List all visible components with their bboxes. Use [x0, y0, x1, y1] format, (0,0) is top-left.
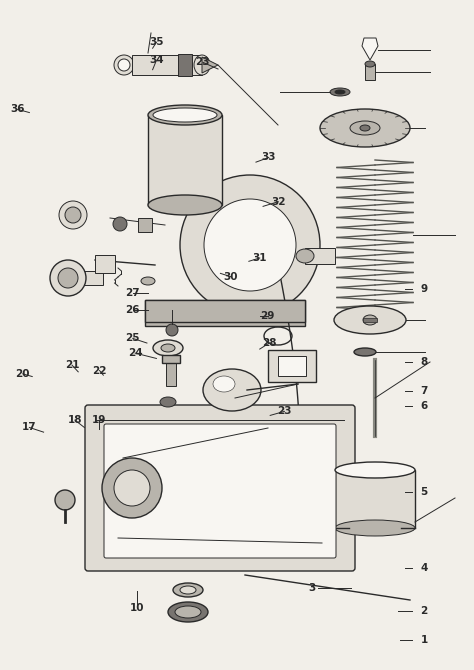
Text: 32: 32: [271, 197, 285, 206]
Circle shape: [65, 207, 81, 223]
Bar: [365, 64, 375, 80]
Text: 4: 4: [420, 563, 428, 573]
Text: 30: 30: [224, 272, 238, 281]
Text: 7: 7: [420, 387, 428, 396]
Text: 8: 8: [420, 357, 428, 366]
FancyBboxPatch shape: [85, 405, 355, 571]
Ellipse shape: [161, 344, 175, 352]
Text: 21: 21: [65, 360, 79, 370]
Ellipse shape: [213, 376, 235, 392]
Text: 19: 19: [91, 415, 106, 425]
Circle shape: [50, 260, 86, 296]
Ellipse shape: [365, 61, 375, 67]
Ellipse shape: [114, 55, 134, 75]
Ellipse shape: [153, 340, 183, 356]
Circle shape: [102, 458, 162, 518]
Circle shape: [180, 175, 320, 315]
Text: 31: 31: [253, 253, 267, 263]
Text: 36: 36: [10, 105, 24, 114]
FancyBboxPatch shape: [104, 424, 336, 558]
Text: 6: 6: [420, 401, 428, 411]
Ellipse shape: [360, 125, 370, 131]
Ellipse shape: [168, 602, 208, 622]
Ellipse shape: [148, 105, 222, 125]
Bar: [268, 350, 316, 382]
Text: 2: 2: [420, 606, 428, 616]
Bar: [68, 271, 103, 285]
Text: 1: 1: [420, 635, 428, 645]
Text: 29: 29: [261, 312, 275, 321]
Ellipse shape: [153, 108, 217, 122]
Text: 22: 22: [92, 366, 107, 375]
Ellipse shape: [354, 348, 376, 356]
Circle shape: [113, 217, 127, 231]
Ellipse shape: [335, 90, 345, 94]
Text: 33: 33: [262, 153, 276, 162]
Circle shape: [114, 470, 150, 506]
Ellipse shape: [335, 462, 415, 478]
Ellipse shape: [148, 195, 222, 215]
Circle shape: [55, 490, 75, 510]
Ellipse shape: [173, 583, 203, 597]
Bar: [132, 55, 202, 75]
Text: 9: 9: [420, 285, 428, 294]
Bar: [138, 218, 152, 232]
Ellipse shape: [320, 109, 410, 147]
Bar: [166, 358, 176, 386]
Bar: [162, 355, 180, 363]
Ellipse shape: [330, 88, 350, 96]
Ellipse shape: [335, 520, 415, 536]
Text: 23: 23: [277, 407, 292, 416]
Ellipse shape: [160, 397, 176, 407]
Text: 3: 3: [308, 583, 316, 592]
Bar: [335, 470, 415, 528]
Ellipse shape: [296, 249, 314, 263]
Text: 17: 17: [22, 423, 36, 432]
Ellipse shape: [350, 121, 380, 135]
Ellipse shape: [203, 369, 261, 411]
Circle shape: [204, 199, 296, 291]
Circle shape: [166, 324, 178, 336]
Text: 20: 20: [16, 369, 30, 379]
Text: 25: 25: [126, 334, 140, 343]
Circle shape: [59, 201, 87, 229]
Text: 26: 26: [126, 305, 140, 314]
Bar: [95, 255, 115, 273]
Text: 23: 23: [196, 58, 210, 67]
Bar: [148, 115, 222, 205]
Polygon shape: [145, 300, 305, 326]
Text: 27: 27: [126, 288, 140, 297]
Circle shape: [58, 268, 78, 288]
Bar: [278, 356, 306, 376]
Text: 35: 35: [149, 38, 164, 47]
Ellipse shape: [175, 606, 201, 618]
Text: 18: 18: [68, 415, 82, 425]
Text: 34: 34: [149, 56, 164, 65]
Polygon shape: [362, 38, 378, 60]
Text: 28: 28: [262, 338, 276, 348]
Text: 10: 10: [130, 604, 145, 613]
Ellipse shape: [141, 277, 155, 285]
Polygon shape: [202, 57, 218, 73]
Bar: [363, 318, 377, 322]
Text: 5: 5: [420, 488, 428, 497]
Ellipse shape: [118, 59, 130, 71]
Bar: [145, 300, 305, 322]
Ellipse shape: [180, 586, 196, 594]
Ellipse shape: [194, 55, 210, 75]
Bar: [305, 248, 335, 264]
Bar: [178, 54, 192, 76]
Ellipse shape: [363, 315, 377, 325]
Ellipse shape: [334, 306, 406, 334]
Text: 24: 24: [128, 348, 142, 358]
